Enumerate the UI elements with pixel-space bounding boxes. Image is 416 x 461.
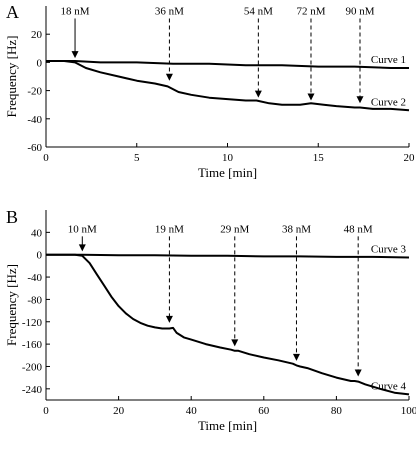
y-axis-label: Frequency [Hz] [4, 36, 19, 118]
y-tick-label: -160 [22, 339, 43, 351]
concentration-label: 36 nM [155, 5, 184, 17]
series-line-curve-4 [46, 253, 410, 396]
x-tick-label: 20 [113, 405, 125, 417]
panel-b: 0 20 40 60 80 100-240-200-160-120-80-40040Tim… [4, 210, 416, 433]
y-tick-label: 0 [37, 250, 43, 262]
arrow-head-icon [254, 90, 262, 98]
concentration-label: 54 nM [244, 5, 273, 17]
concentration-label: 90 nM [345, 5, 374, 17]
x-tick-label: 5 [134, 152, 140, 164]
arrow-head-icon [71, 51, 79, 59]
x-tick-label: 0 [43, 152, 49, 164]
y-tick-label: 40 [31, 227, 43, 239]
x-tick-label: 100 [401, 405, 416, 417]
x-tick-label: 60 [258, 405, 270, 417]
x-tick-label: 15 [313, 152, 325, 164]
arrow-head-icon [165, 315, 173, 323]
panel-a: 0 5 10 15 20 -60 -40 -20 0 20 Time [min] Frequency … [4, 5, 415, 180]
arrow-head-icon [356, 96, 364, 104]
arrow-head-icon [292, 353, 300, 361]
y-tick-label: -200 [22, 361, 43, 373]
series-name-label: Curve 2 [371, 96, 406, 108]
arrow-head-icon [78, 244, 86, 252]
panel-b-letter: B [6, 207, 18, 227]
series-name-label: Curve 1 [371, 54, 406, 66]
x-axis-label: Time [min] [198, 165, 257, 180]
concentration-label: 29 nM [220, 223, 249, 235]
y-tick-label: -40 [27, 272, 42, 284]
series-line-curve-2 [46, 60, 410, 112]
series-name-label: Curve 4 [371, 380, 407, 392]
arrow-head-icon [354, 369, 362, 377]
x-tick-label: 40 [186, 405, 198, 417]
x-tick-label: 10 [222, 152, 234, 164]
y-tick-label: -80 [27, 294, 42, 306]
x-tick-label: 80 [331, 405, 343, 417]
arrow-head-icon [231, 339, 239, 347]
series-line-curve-1 [46, 60, 409, 69]
y-tick-label: -20 [27, 86, 42, 98]
y-tick-label: -40 [27, 114, 42, 126]
concentration-label: 48 nM [344, 223, 373, 235]
arrow-head-icon [165, 73, 173, 81]
concentration-label: 38 nM [282, 223, 311, 235]
y-tick-label: -240 [22, 384, 43, 396]
concentration-label: 18 nM [61, 5, 90, 17]
x-tick-label: 0 [43, 405, 49, 417]
arrow-head-icon [307, 93, 315, 101]
concentration-label: 19 nM [155, 223, 184, 235]
y-tick-label: -120 [22, 317, 43, 329]
concentration-label: 10 nM [68, 223, 97, 235]
series-line-curve-3 [46, 253, 410, 259]
series-name-label: Curve 3 [371, 244, 407, 256]
y-tick-label: 20 [31, 29, 43, 41]
y-axis-label: Frequency [Hz] [4, 264, 19, 346]
y-tick-label: 0 [37, 57, 43, 69]
x-axis-label: Time [min] [198, 418, 257, 433]
concentration-label: 72 nM [296, 5, 325, 17]
x-tick-label: 20 [404, 152, 416, 164]
panel-a-letter: A [6, 2, 19, 22]
y-tick-label: -60 [27, 142, 42, 154]
